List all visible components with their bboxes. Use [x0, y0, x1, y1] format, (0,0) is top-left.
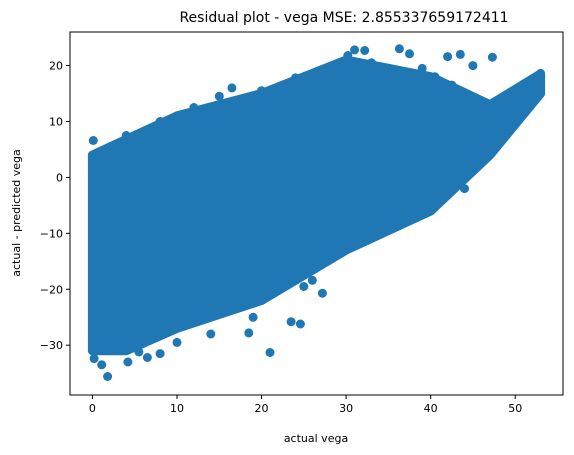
scatter-point — [487, 52, 497, 62]
scatter-point — [409, 189, 419, 199]
scatter-point — [447, 80, 457, 90]
x-tick-label: 40 — [424, 402, 438, 415]
scatter-point — [231, 301, 241, 311]
scatter-point — [97, 360, 107, 370]
scatter-point — [510, 91, 520, 101]
scatter-point — [460, 184, 469, 194]
scatter-point — [142, 353, 152, 362]
y-tick-label: 20 — [49, 60, 63, 73]
scatter-point — [189, 103, 199, 112]
scatter-point — [307, 275, 317, 285]
scatter-point — [273, 284, 283, 294]
x-tick-label: 50 — [508, 402, 522, 415]
x-axis-label: actual vega — [284, 432, 348, 445]
scatter-point — [227, 83, 237, 93]
scatter-point — [360, 46, 370, 55]
scatter-point — [88, 136, 98, 145]
x-tick-label: 0 — [89, 402, 96, 415]
y-tick-label: −10 — [40, 227, 63, 240]
scatter-point — [206, 329, 216, 339]
scatter-point — [257, 86, 266, 96]
scatter-point — [350, 45, 360, 55]
scatter-point — [214, 91, 224, 101]
scatter-point — [103, 372, 113, 381]
scatter-point — [481, 111, 491, 121]
scatter-point — [417, 63, 427, 73]
x-tick-label: 10 — [170, 402, 184, 415]
scatter-point — [367, 58, 376, 68]
scatter-point — [265, 348, 275, 357]
scatter-point — [155, 117, 165, 126]
y-axis-label: actual - predicted vega — [10, 149, 23, 277]
scatter-point — [299, 282, 309, 291]
y-tick-label: 10 — [49, 115, 63, 128]
scatter-point — [527, 81, 537, 91]
scatter-point — [430, 72, 440, 82]
scatter-point — [155, 349, 165, 359]
scatter-point — [519, 79, 529, 89]
scatter-point — [134, 347, 144, 357]
scatter-point — [113, 343, 123, 353]
scatter-point — [286, 317, 296, 327]
y-tick-label: −30 — [40, 339, 63, 352]
scatter-point — [180, 321, 190, 331]
chart-title: Residual plot - vega MSE: 2.855337659172… — [179, 10, 508, 26]
x-tick-label: 30 — [339, 402, 353, 415]
scatter-point — [383, 217, 393, 227]
scatter-point — [89, 354, 99, 364]
x-tick-label: 20 — [255, 402, 269, 415]
scatter-point — [121, 131, 131, 140]
scatter-point — [317, 288, 327, 298]
scatter-point — [324, 66, 334, 76]
dense-point-cloud — [87, 55, 546, 356]
scatter-point — [295, 319, 305, 329]
scatter-point — [502, 117, 512, 126]
scatter-point — [343, 51, 353, 60]
scatter-point — [244, 328, 254, 338]
scatter-point — [290, 73, 300, 83]
scatter-point — [248, 312, 258, 322]
y-tick-label: 0 — [56, 171, 63, 184]
scatter-point — [394, 44, 404, 54]
scatter-point — [455, 49, 465, 59]
scatter-point — [405, 49, 414, 59]
scatter-point — [493, 100, 503, 110]
y-tick-label: −20 — [40, 283, 63, 296]
scatter-point — [333, 248, 343, 258]
scatter-point — [443, 52, 453, 62]
plot-frame — [69, 31, 564, 396]
scatter-point — [172, 337, 182, 347]
scatter-point — [123, 357, 133, 367]
scatter-point — [536, 68, 546, 78]
scatter-point — [468, 61, 478, 71]
